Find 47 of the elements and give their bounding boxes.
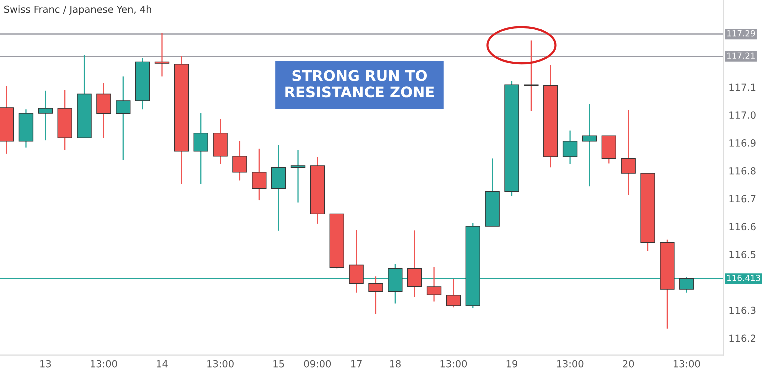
text: Swiss Franc / Japanese Yen, 4h: [4, 6, 152, 16]
x-tick-label: 13: [40, 360, 52, 368]
candlestick: [116, 76, 131, 161]
x-tick-label: 20: [623, 360, 634, 368]
candlestick: [252, 148, 267, 202]
candlestick: [96, 82, 112, 139]
y-tick-label: 116.5: [730, 251, 756, 258]
candlestick: [154, 32, 170, 78]
candlestick: [582, 103, 598, 188]
x-tick-label: 15: [274, 360, 284, 368]
ref-line-label: 117.21: [727, 52, 755, 59]
candlestick: [349, 230, 364, 294]
x-tick-label: 19: [506, 360, 518, 368]
x-tick-label: 09:00: [304, 360, 332, 368]
y-tick-label: 116.6: [730, 223, 756, 231]
candlestick: [271, 144, 286, 232]
candlestick: [368, 276, 384, 315]
y-tick-label: 116.2: [730, 334, 756, 342]
annotation: STRONG RUN TO RESISTANCE ZONE: [286, 70, 434, 98]
y-tick-label: 117.0: [730, 112, 756, 120]
candlestick: [38, 90, 54, 142]
x-tick-label: 18: [390, 360, 401, 368]
ref-line-label: 116.413: [727, 275, 760, 282]
y-tick-label: 116.3: [730, 306, 756, 314]
x-tick-label: 13:00: [91, 360, 118, 368]
x-tick-label: 13:00: [440, 360, 468, 368]
x-tick-label: 13:00: [674, 360, 700, 368]
candlestick: [426, 266, 442, 302]
x-tick-label: 14: [157, 360, 168, 368]
candlestick: [524, 40, 539, 112]
candlestick: [602, 136, 617, 164]
candlestick: [446, 278, 462, 308]
x-tick-label: 17: [351, 360, 362, 368]
x-tick-label: 13:00: [557, 360, 584, 368]
candlestick: [213, 118, 228, 165]
candlestick: [232, 140, 248, 182]
y-tick-label: 116.9: [730, 140, 756, 147]
x-tick-label: 13:00: [208, 360, 234, 368]
y-tick-label: 116.8: [730, 167, 756, 175]
candlestick: [621, 110, 636, 196]
candlestick: [562, 130, 578, 165]
y-tick-label: 117.1: [730, 84, 756, 91]
y-tick-label: 116.7: [730, 195, 756, 203]
candlestick: [194, 112, 208, 185]
ref-line-label: 117.29: [727, 30, 756, 37]
candlestick: [408, 230, 422, 298]
candlestick: [290, 150, 306, 204]
